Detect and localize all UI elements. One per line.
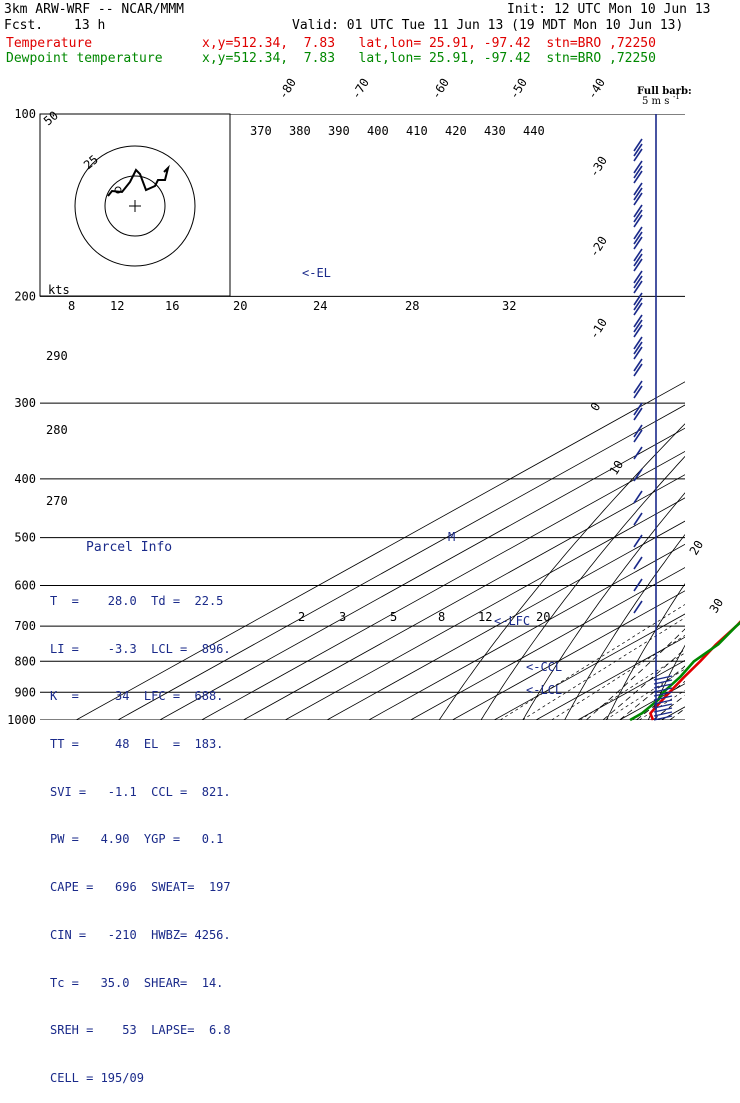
hodo-speed-label: 32 xyxy=(502,299,516,313)
lfc-marker: <-LFC xyxy=(494,614,530,628)
hodo-speed-label: 16 xyxy=(165,299,179,313)
dry-adiabat-line xyxy=(431,114,740,733)
pressure-label: 800 xyxy=(14,654,36,668)
isotherm-label: -20 xyxy=(587,234,610,260)
pressure-label: 1000 xyxy=(7,713,36,727)
wind-barb xyxy=(634,535,642,547)
wind-barb xyxy=(634,601,642,613)
theta-e-label: 410 xyxy=(406,124,428,138)
parcel-row: SVI = -1.1 CCL = 821. xyxy=(50,785,231,801)
barb-legend: Full barb: 5 m s -1 xyxy=(637,86,692,107)
m-marker: M xyxy=(448,530,455,544)
isotherm-label: -80 xyxy=(276,76,299,102)
barb-legend-exponent: -1 xyxy=(673,93,680,101)
isotherm-label: -50 xyxy=(507,76,530,102)
mixing-ratio-label: 12 xyxy=(478,610,492,624)
hodograph: 50 25 xyxy=(40,108,230,296)
theta-e-label: 400 xyxy=(367,124,389,138)
pressure-label: 700 xyxy=(14,619,36,633)
parcel-row: Tc = 35.0 SHEAR= 14. xyxy=(50,976,231,992)
theta-e-label: 370 xyxy=(250,124,272,138)
pressure-label: 300 xyxy=(14,396,36,410)
wind-barb xyxy=(634,513,642,525)
dewpoint-trace xyxy=(630,114,740,720)
hodo-speed-label: 8 xyxy=(68,299,75,313)
theta-label: 280 xyxy=(46,423,68,437)
dry-adiabat-line xyxy=(643,114,740,733)
isotherm-line xyxy=(243,114,740,720)
hodo-speed-label: 12 xyxy=(110,299,124,313)
isotherm-label: 10 xyxy=(607,458,627,478)
parcel-row: CIN = -210 HWBZ= 4256. xyxy=(50,928,231,944)
pressure-label: 200 xyxy=(14,289,36,303)
isotherm-label: -70 xyxy=(349,76,372,102)
wind-barb xyxy=(634,579,642,591)
mixing-ratio-label: 20 xyxy=(536,610,550,624)
theta-e-label: 390 xyxy=(328,124,350,138)
isotherm-line xyxy=(327,114,740,720)
hodo-speed-label: 20 xyxy=(233,299,247,313)
pressure-label: 500 xyxy=(14,531,36,545)
isotherm-line xyxy=(578,114,740,720)
parcel-row: K = 34 LFC = 688. xyxy=(50,689,231,705)
moist-adiabat-line xyxy=(636,296,740,720)
pressure-label: 100 xyxy=(14,107,36,121)
isotherm-label: 30 xyxy=(707,596,727,616)
parcel-row: SREH = 53 LAPSE= 6.8 xyxy=(50,1023,231,1039)
dry-adiabat-line xyxy=(558,114,740,733)
hodo-speed-label: 24 xyxy=(313,299,327,313)
isotherm-line xyxy=(620,114,740,720)
isotherm-label: 20 xyxy=(687,538,707,558)
isotherm-line xyxy=(369,114,740,720)
mixing-ratio-label: 5 xyxy=(390,610,397,624)
isotherm-label: -60 xyxy=(429,76,452,102)
theta-label: 290 xyxy=(46,349,68,363)
dry-adiabat-line xyxy=(685,114,740,733)
parcel-row: T = 28.0 Td = 22.5 xyxy=(50,594,231,610)
theta-e-label: 440 xyxy=(523,124,545,138)
isotherm-label: -30 xyxy=(587,154,610,180)
pressure-label: 600 xyxy=(14,579,36,593)
wind-barb xyxy=(634,557,642,569)
isotherm-label: -10 xyxy=(587,316,610,342)
sounding-traces xyxy=(630,114,740,720)
el-marker: <-EL xyxy=(302,266,331,280)
parcel-row: LI = -3.3 LCL = 896. xyxy=(50,642,231,658)
mixing-ratio-label: 3 xyxy=(339,610,346,624)
pressure-label: 900 xyxy=(14,685,36,699)
isotherm-line xyxy=(285,114,740,720)
kts-label: kts xyxy=(48,283,70,297)
parcel-row: CAPE = 696 SWEAT= 197 xyxy=(50,880,231,896)
isotherm-line xyxy=(536,114,740,720)
isotherm-label: 0 xyxy=(588,400,604,414)
isotherm-label: -40 xyxy=(585,76,608,102)
lcl-marker: <-LCL xyxy=(526,683,562,697)
barb-legend-value: 5 m s xyxy=(642,96,669,107)
ccl-marker: <-CCL xyxy=(526,660,562,674)
mixing-ratio-label: 2 xyxy=(298,610,305,624)
mixing-ratio-label: 8 xyxy=(438,610,445,624)
level-markers: <-EL <-LFC <-CCL <-LCL M xyxy=(302,266,562,697)
hodo-speed-label: 28 xyxy=(405,299,419,313)
parcel-info-table: T = 28.0 Td = 22.5 LI = -3.3 LCL = 896. … xyxy=(50,562,231,1103)
parcel-row: TT = 48 EL = 183. xyxy=(50,737,231,753)
theta-e-label: 420 xyxy=(445,124,467,138)
isotherm-line xyxy=(494,114,740,720)
theta-e-label: 430 xyxy=(484,124,506,138)
isotherm-line xyxy=(452,114,740,720)
parcel-info-title: Parcel Info xyxy=(86,540,172,555)
pressure-label: 400 xyxy=(14,472,36,486)
parcel-row: CELL = 195/09 xyxy=(50,1071,231,1087)
moist-adiabat-line xyxy=(603,296,740,720)
moist-adiabat-line xyxy=(620,296,740,720)
theta-e-label: 380 xyxy=(289,124,311,138)
theta-label: 270 xyxy=(46,494,68,508)
dry-adiabat-line xyxy=(728,114,740,733)
isotherm-line xyxy=(411,114,740,720)
isotherm-line xyxy=(160,114,740,720)
isotherm-line xyxy=(661,114,740,720)
parcel-row: PW = 4.90 YGP = 0.1 xyxy=(50,832,231,848)
